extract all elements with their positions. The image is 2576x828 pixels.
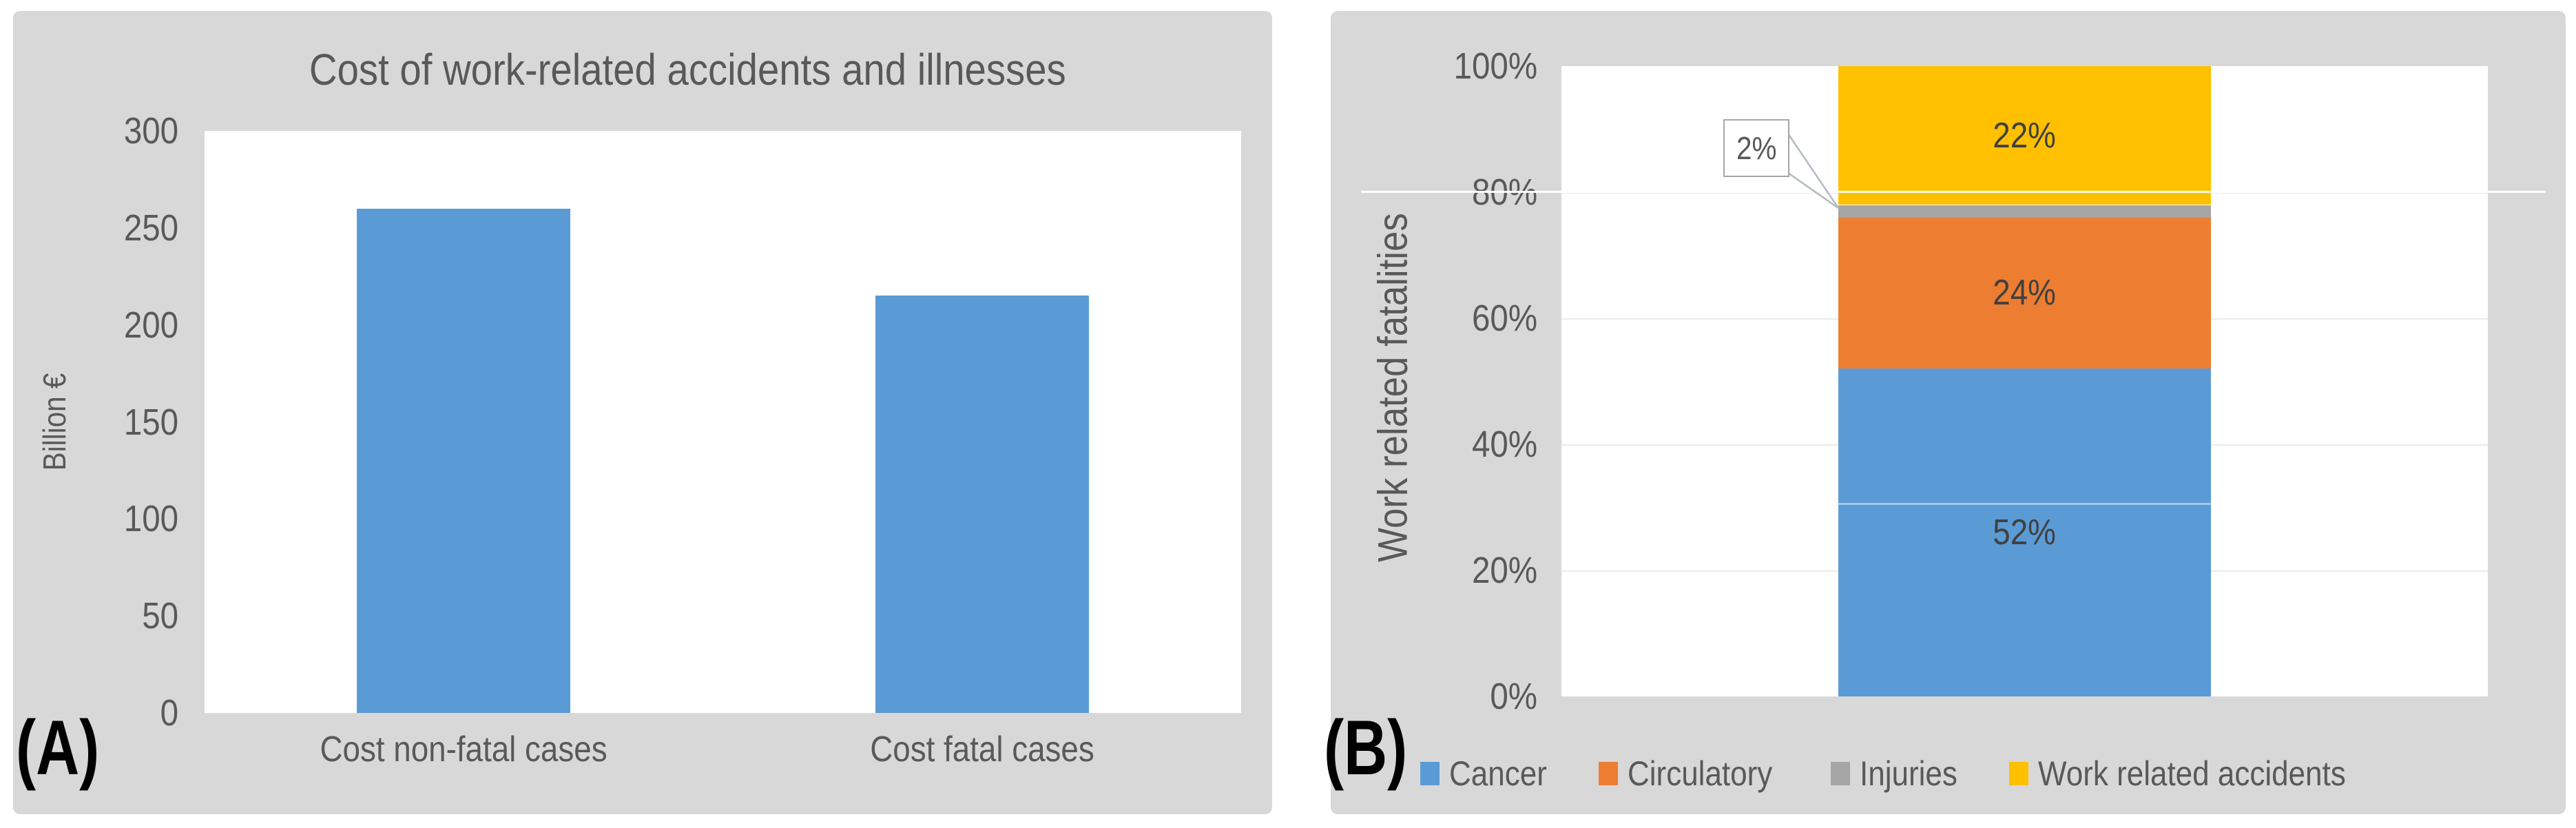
bar-cost-fatal-cases — [875, 296, 1089, 713]
panel-a-label: (A) — [16, 705, 100, 791]
y-tick-a-150: 150 — [123, 402, 178, 443]
panel-a-cost-chart: Cost of work-related accidents and illne… — [13, 11, 1272, 814]
data-label-cancer: 52% — [1993, 513, 2057, 552]
legend-item-work-related-accidents: Work related accidents — [2009, 754, 2388, 794]
legend-swatch-work-related-accidents — [2009, 762, 2029, 785]
legend-item-injuries: Injuries — [1831, 754, 1971, 794]
legend-label: Cancer — [1449, 754, 1547, 793]
legend-item-cancer: Cancer — [1420, 754, 1560, 794]
legend-label: Injuries — [1860, 754, 1957, 793]
legend-swatch-cancer — [1420, 762, 1440, 785]
y-tick-b-0: 0% — [1490, 676, 1537, 717]
panel-b-label: (B) — [1324, 705, 1408, 791]
plot-area-a — [205, 131, 1241, 713]
y-tick-b-60: 60% — [1471, 298, 1537, 339]
data-label-work-related-accidents: 22% — [1993, 115, 2057, 156]
y-tick-a-250: 250 — [123, 207, 178, 249]
y-axis-title-b-text: Work related fatalities — [1369, 213, 1416, 562]
legend-swatch-circulatory — [1599, 762, 1619, 785]
y-tick-a-50: 50 — [142, 595, 178, 636]
segment-injuries — [1838, 205, 2211, 218]
y-tick-b-20: 20% — [1471, 550, 1537, 591]
segment-circulatory: 24% — [1838, 217, 2211, 369]
plot-area-b: 52% 24% 22% — [1561, 66, 2488, 696]
chart-title-a: Cost of work-related accidents and illne… — [116, 44, 1258, 95]
legend-item-circulatory: Circulatory — [1599, 754, 1792, 794]
legend-label: Work related accidents — [2038, 754, 2347, 793]
chart-title-a-text: Cost of work-related accidents and illne… — [309, 45, 1066, 94]
segment-cancer: 52% — [1838, 369, 2211, 696]
y-tick-a-100: 100 — [123, 498, 178, 539]
panel-b-fatalities-chart: Work related fatalities 52% 24% 22% 100% 80… — [1324, 11, 2566, 814]
category-label-non-fatal: Cost non-fatal cases — [320, 729, 607, 769]
legend: Cancer Circulatory Injuries Work related ac… — [1420, 754, 2388, 794]
y-tick-b-100: 100% — [1453, 45, 1537, 87]
y-tick-b-40: 40% — [1471, 424, 1537, 465]
y-tick-a-300: 300 — [123, 110, 178, 152]
data-label-callout-injuries: 2% — [1723, 119, 1789, 177]
category-label-fatal: Cost fatal cases — [869, 729, 1094, 769]
y-tick-a-200: 200 — [123, 304, 178, 346]
bar-cost-non-fatal-cases — [357, 209, 571, 713]
y-tick-b-80: 80% — [1471, 172, 1537, 213]
segment-work-related-accidents: 22% — [1838, 66, 2211, 205]
y-tick-a-0: 0 — [160, 692, 178, 734]
legend-swatch-injuries — [1831, 762, 1851, 785]
data-label-circulatory: 24% — [1993, 273, 2057, 313]
x-axis-labels-a: Cost non-fatal cases Cost fatal cases — [205, 729, 1241, 770]
legend-label: Circulatory — [1628, 754, 1773, 793]
